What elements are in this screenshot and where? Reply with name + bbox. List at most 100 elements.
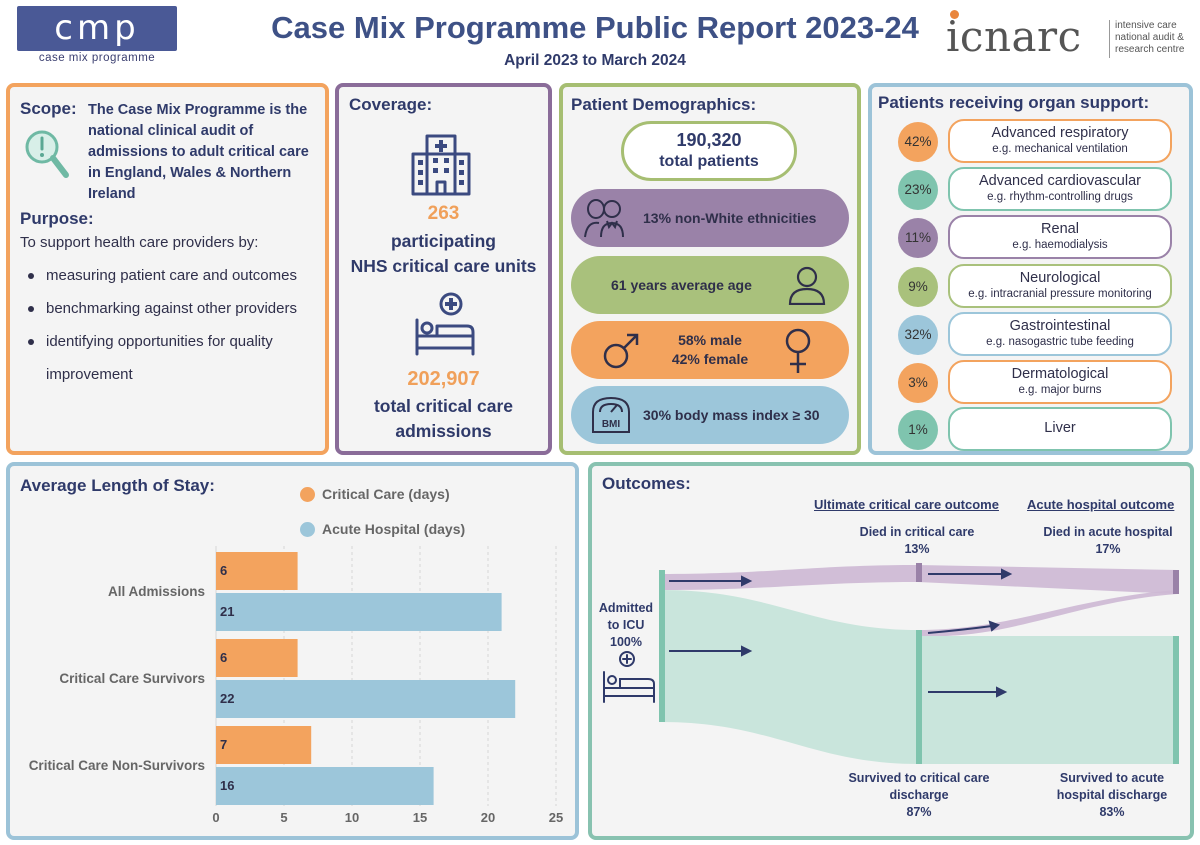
organ-support-name: Liver	[1044, 420, 1076, 436]
total-patients-label: total patients	[659, 153, 759, 170]
x-tick-label: 15	[412, 810, 428, 825]
died-hospital-label: Died in acute hospital 17%	[1028, 524, 1188, 558]
bar	[216, 680, 516, 718]
list-item: identifying opportunities for quality im…	[26, 325, 321, 391]
died-critical-care-node	[916, 563, 922, 582]
icnarc-logo-dot	[950, 10, 959, 19]
x-tick-label: 5	[280, 810, 288, 825]
hospital-icon	[409, 132, 473, 198]
icnarc-logo-divider	[1109, 20, 1110, 58]
outcomes-flow-diagram	[603, 563, 1179, 764]
ethnicity-pill: 13% non-White ethnicities	[571, 189, 849, 247]
legend-label: Critical Care (days)	[322, 486, 450, 502]
flow-died-after-cc	[918, 565, 1177, 594]
organ-support-box: Gastrointestinal e.g. nasogastric tube fe…	[948, 312, 1172, 356]
bar	[216, 593, 502, 631]
organ-support-example: e.g. mechanical ventilation	[992, 143, 1128, 155]
organ-support-name: Neurological	[1019, 270, 1101, 286]
organ-support-example: e.g. major burns	[1018, 384, 1102, 396]
bar-value-label: 16	[220, 778, 235, 793]
icnarc-tag-line-2: national audit &	[1115, 32, 1184, 43]
admitted-pct: 100%	[610, 635, 642, 649]
organ-support-example: e.g. intracranial pressure monitoring	[968, 288, 1152, 300]
died-cc-text: Died in critical care	[859, 525, 975, 539]
units-label-line-1: participating	[390, 231, 496, 251]
surv-ah-line-2: hospital discharge	[1056, 788, 1168, 802]
organ-support-name: Advanced respiratory	[991, 125, 1129, 141]
survived-hospital-node	[1173, 636, 1179, 764]
surv-cc-pct: 87%	[906, 805, 932, 819]
critical-care-outcome-heading: Ultimate critical care outcome	[814, 497, 999, 512]
organ-support-box: Advanced cardiovascular e.g. rhythm-contr…	[948, 167, 1172, 211]
female-text: 42% female	[671, 351, 749, 367]
bar-value-label: 7	[220, 737, 228, 752]
organ-support-example: e.g. rhythm-controlling drugs	[987, 191, 1133, 203]
x-tick-label: 20	[480, 810, 496, 825]
flow-died-critical-care	[662, 565, 918, 590]
arrow-head-1	[741, 575, 753, 587]
organ-support-pct: 23%	[898, 170, 938, 210]
arrow-head-2	[741, 645, 753, 657]
total-patients-badge: 190,320 total patients	[621, 121, 797, 181]
cmp-logo-mark: cmp	[54, 8, 140, 48]
list-item: measuring patient care and outcomes	[26, 259, 321, 292]
hospital-bed-icon	[603, 651, 655, 703]
bar-value-label: 6	[220, 650, 228, 665]
list-item: benchmarking against other providers	[26, 292, 321, 325]
ethnicity-text: 13% non-White ethnicities	[643, 210, 817, 226]
length-of-stay-panel: Average Length of Stay: Critical Care (d…	[6, 462, 579, 840]
admitted-label: Admitted to ICU 100%	[592, 600, 660, 651]
cmp-logo-subtitle: case mix programme	[38, 52, 156, 64]
outcomes-heading: Outcomes:	[602, 474, 691, 493]
organ-support-box: Renal e.g. haemodialysis	[948, 215, 1172, 259]
organ-support-heading: Patients receiving organ support:	[878, 93, 1150, 112]
bar	[216, 552, 298, 590]
surv-ah-line-1: Survived to acute	[1059, 771, 1165, 785]
organ-support-row: 42% Advanced respiratory e.g. mechanical v…	[898, 119, 1178, 163]
purpose-heading: Purpose:	[20, 209, 94, 228]
survived-critical-care-node	[916, 630, 922, 764]
scope-panel: Scope: The Case Mix Programme is the nat…	[6, 83, 329, 455]
units-count: 263	[427, 203, 460, 224]
organ-support-row: 11% Renal e.g. haemodialysis	[898, 215, 1178, 259]
admitted-label-line-1: Admitted	[598, 601, 654, 615]
flow-cc-survivors-died-hospital	[918, 590, 1177, 637]
organ-support-pct: 42%	[898, 122, 938, 162]
age-pill: 61 years average age	[571, 256, 849, 314]
arrow-survivors-died-hospital	[927, 625, 993, 634]
arrow-head-5	[996, 686, 1008, 698]
outcomes-panel: Outcomes: Ultimate critical care outcome…	[588, 462, 1194, 840]
arrow-head-4	[988, 620, 1000, 632]
arrow-head-3	[1001, 568, 1013, 580]
admitted-node	[659, 570, 665, 722]
organ-support-pct: 3%	[898, 363, 938, 403]
icnarc-tag-line-1: intensive care	[1115, 20, 1177, 31]
icnarc-logo: icnarc intensive care national audit & r…	[940, 8, 1195, 63]
admissions-count: 202,907	[407, 368, 480, 390]
bmi-text: 30% body mass index ≥ 30	[643, 407, 820, 423]
scope-heading: Scope:	[20, 99, 77, 118]
admitted-label-line-2: to ICU	[607, 618, 645, 632]
died-hospital-node	[1173, 570, 1179, 594]
survived-hospital-label: Survived to acute hospital discharge 83%	[1032, 770, 1192, 821]
surv-ah-pct: 83%	[1099, 805, 1125, 819]
total-patients-value: 190,320	[676, 130, 742, 150]
organ-support-pct: 9%	[898, 267, 938, 307]
survived-critical-care-label: Survived to critical care discharge 87%	[824, 770, 1014, 821]
admissions-label-line-2: admissions	[395, 421, 492, 441]
category-label: Critical Care Survivors	[59, 671, 205, 686]
icnarc-logo-word: icnarc	[946, 12, 1082, 61]
category-label: All Admissions	[107, 584, 205, 599]
people-icon	[584, 199, 624, 238]
died-cc-pct: 13%	[904, 542, 930, 556]
length-of-stay-heading: Average Length of Stay:	[20, 476, 215, 495]
icnarc-logo-tagline: intensive care national audit & research…	[1115, 20, 1184, 56]
organ-support-pct: 11%	[898, 218, 938, 258]
bmi-icon-text: BMI	[602, 419, 621, 430]
icnarc-tag-line-3: research centre	[1115, 44, 1185, 55]
died-critical-care-label: Died in critical care 13%	[837, 524, 997, 558]
bar	[216, 767, 434, 805]
legend-swatch	[300, 487, 315, 502]
organ-support-row: 23% Advanced cardiovascular e.g. rhythm-co…	[898, 167, 1178, 211]
surv-cc-line-1: Survived to critical care	[848, 771, 990, 785]
